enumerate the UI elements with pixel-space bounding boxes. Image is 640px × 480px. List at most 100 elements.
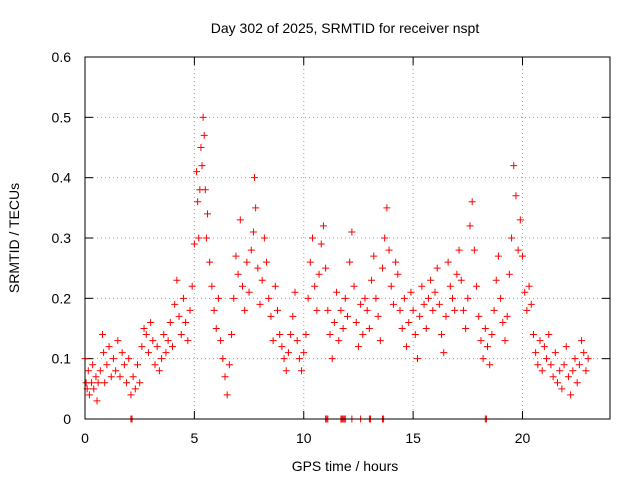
data-point (431, 288, 439, 296)
data-point (232, 252, 240, 260)
data-point (123, 379, 131, 387)
data-point (134, 361, 141, 369)
data-point (418, 282, 426, 290)
data-point (374, 312, 382, 320)
data-point (532, 349, 540, 357)
data-point (221, 373, 229, 381)
data-point (534, 361, 542, 369)
data-point (99, 331, 106, 339)
data-point (326, 331, 334, 339)
data-point (398, 325, 406, 332)
x-tick-label: 20 (515, 430, 531, 446)
data-point (173, 276, 181, 284)
data-point (547, 361, 555, 369)
y-tick-label: 0.5 (52, 109, 72, 125)
data-point (164, 337, 172, 345)
data-point (129, 373, 137, 381)
data-point (477, 337, 485, 345)
data-point (89, 361, 97, 369)
x-tick-label: 0 (81, 430, 89, 446)
data-point (357, 300, 365, 308)
data-point (241, 306, 249, 314)
data-point (344, 312, 351, 320)
y-tick-label: 0.3 (52, 230, 72, 246)
data-point (158, 355, 166, 363)
data-point (260, 234, 268, 242)
data-point (103, 361, 111, 369)
data-point (319, 222, 327, 230)
x-tick-label: 10 (296, 430, 312, 446)
data-point (144, 349, 152, 357)
data-point (457, 276, 465, 284)
data-point (198, 162, 206, 170)
data-point (464, 294, 472, 302)
data-point (446, 282, 454, 290)
data-point (455, 246, 463, 254)
data-point (149, 337, 157, 345)
data-point (256, 300, 264, 308)
data-point (361, 294, 369, 302)
data-point (545, 331, 553, 339)
data-point (284, 349, 292, 357)
data-point (569, 367, 577, 375)
data-point (175, 312, 183, 320)
data-point (289, 312, 297, 320)
data-point (403, 343, 411, 351)
data-point (287, 331, 295, 339)
data-point (503, 312, 511, 320)
data-point (372, 294, 380, 302)
data-point (197, 144, 205, 151)
data-point (451, 306, 459, 314)
chart-title: Day 302 of 2025, SRMTID for receiver nsp… (211, 20, 480, 36)
data-point (416, 312, 424, 320)
data-point (521, 288, 529, 296)
data-point (151, 361, 159, 369)
data-point (306, 258, 314, 266)
data-point (214, 294, 222, 302)
data-point (354, 343, 362, 351)
y-tick-label: 0.1 (52, 351, 72, 367)
data-point (85, 391, 93, 399)
data-point (584, 355, 592, 363)
data-points (81, 113, 592, 423)
data-point (554, 379, 561, 387)
data-point (142, 331, 150, 339)
data-point (304, 294, 312, 302)
data-point (468, 198, 476, 206)
data-point (505, 270, 513, 278)
data-point (414, 355, 421, 363)
data-point (219, 355, 227, 363)
data-point (208, 282, 216, 290)
data-point (470, 246, 478, 254)
data-point (271, 282, 279, 290)
y-tick-label: 0.4 (52, 170, 72, 186)
data-point (562, 343, 570, 351)
data-point (567, 391, 575, 399)
data-point (392, 258, 400, 266)
data-point (370, 252, 378, 260)
data-point (162, 349, 170, 357)
data-point (234, 270, 242, 278)
data-point (239, 282, 246, 290)
data-point (328, 355, 336, 363)
data-point (556, 367, 564, 375)
data-point (484, 343, 491, 351)
data-point (411, 331, 419, 339)
data-point (387, 282, 395, 290)
data-point (193, 168, 201, 176)
data-point (116, 373, 124, 381)
data-point (405, 318, 413, 326)
data-point (274, 306, 281, 314)
data-point (276, 331, 284, 339)
data-point (352, 318, 360, 326)
data-point (212, 325, 220, 332)
data-point (540, 343, 548, 351)
data-point (278, 343, 286, 351)
data-point (245, 288, 253, 296)
data-point (93, 397, 101, 405)
data-point (127, 391, 135, 399)
data-point (210, 306, 218, 314)
data-point (516, 216, 524, 224)
y-tick-label: 0.6 (52, 49, 72, 65)
data-point (368, 276, 376, 284)
